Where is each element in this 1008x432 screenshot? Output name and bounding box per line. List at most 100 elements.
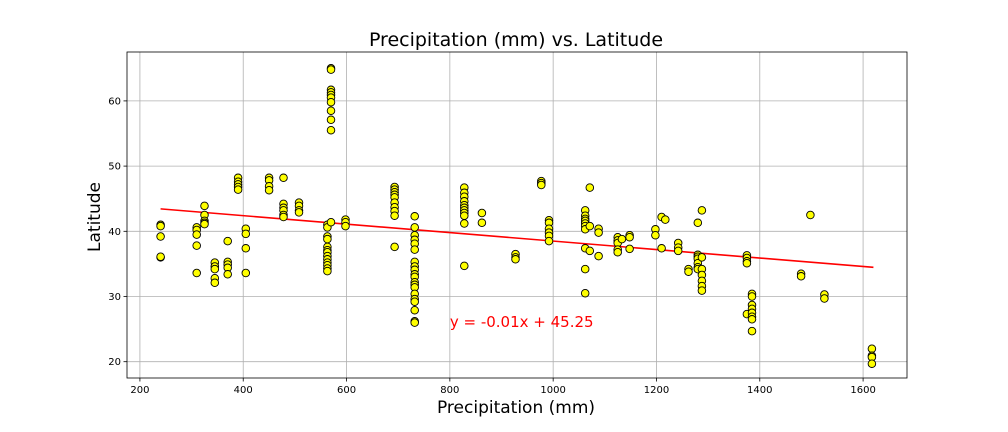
x-tick-label: 400 bbox=[234, 385, 253, 396]
data-point bbox=[390, 242, 399, 252]
data-point bbox=[697, 286, 707, 295]
x-tick-label: 1000 bbox=[540, 385, 565, 396]
data-point bbox=[747, 292, 757, 301]
data-point bbox=[156, 252, 165, 261]
data-point bbox=[594, 228, 603, 237]
data-point bbox=[326, 125, 336, 135]
data-point bbox=[326, 115, 336, 125]
data-point bbox=[684, 267, 693, 276]
data-point bbox=[279, 212, 288, 222]
data-point bbox=[192, 230, 201, 239]
x-tick-label: 200 bbox=[130, 385, 149, 396]
data-point bbox=[867, 359, 877, 368]
x-axis-label: Precipitation (mm) bbox=[437, 398, 595, 418]
data-point bbox=[200, 201, 209, 211]
data-point bbox=[410, 305, 419, 315]
data-point bbox=[617, 234, 627, 244]
x-tick-label: 600 bbox=[337, 385, 356, 396]
data-point bbox=[279, 173, 288, 183]
data-point bbox=[192, 241, 201, 250]
x-tick-label: 1400 bbox=[747, 385, 772, 396]
data-point bbox=[156, 221, 165, 231]
data-point bbox=[210, 278, 220, 288]
data-point bbox=[820, 294, 829, 303]
grid bbox=[127, 52, 907, 378]
data-point bbox=[192, 268, 201, 278]
data-point bbox=[460, 261, 469, 271]
data-point bbox=[326, 106, 336, 115]
data-point bbox=[241, 244, 251, 253]
data-point bbox=[477, 218, 487, 228]
data-point bbox=[806, 210, 815, 220]
data-point bbox=[673, 246, 683, 256]
y-axis-label: Latitude bbox=[85, 182, 105, 252]
data-point bbox=[537, 180, 546, 190]
data-point bbox=[326, 97, 336, 107]
data-point bbox=[544, 236, 554, 246]
y-axis-ticks: 20 30 40 50 60 bbox=[108, 96, 127, 368]
data-point bbox=[200, 219, 209, 229]
data-point bbox=[867, 344, 877, 353]
data-point bbox=[210, 264, 220, 274]
data-point bbox=[585, 221, 595, 231]
data-point bbox=[796, 272, 806, 281]
data-point bbox=[223, 236, 232, 246]
y-tick-label: 30 bbox=[108, 292, 121, 303]
data-point bbox=[390, 211, 399, 220]
data-point bbox=[580, 288, 590, 298]
data-point bbox=[511, 255, 520, 264]
data-point bbox=[410, 245, 419, 254]
data-points bbox=[156, 64, 877, 368]
data-point bbox=[341, 221, 350, 231]
data-point bbox=[326, 217, 336, 227]
data-point bbox=[697, 206, 707, 215]
data-point bbox=[241, 268, 251, 278]
data-point bbox=[294, 208, 304, 217]
x-tick-label: 800 bbox=[440, 385, 459, 396]
data-point bbox=[742, 258, 752, 268]
data-point bbox=[651, 230, 660, 240]
data-point bbox=[410, 318, 419, 327]
data-point bbox=[410, 297, 419, 306]
data-point bbox=[264, 185, 274, 195]
data-point bbox=[323, 234, 332, 244]
data-point bbox=[697, 253, 707, 262]
plot-frame bbox=[126, 51, 908, 379]
y-tick-label: 60 bbox=[108, 96, 121, 107]
regression-equation: y = -0.01x + 45.25 bbox=[450, 313, 594, 331]
regression-line bbox=[160, 208, 874, 269]
data-point bbox=[585, 246, 595, 256]
data-point bbox=[156, 232, 165, 241]
chart-title: Precipitation (mm) vs. Latitude bbox=[369, 29, 663, 51]
regression-line-group bbox=[160, 208, 874, 269]
x-tick-label: 1600 bbox=[850, 385, 875, 396]
data-point bbox=[326, 65, 336, 74]
data-point bbox=[410, 223, 419, 232]
data-point bbox=[477, 208, 487, 218]
data-point bbox=[625, 244, 634, 254]
x-axis-ticks: 200 400 600 800 1000 1200 1400 1600 bbox=[130, 378, 876, 396]
x-tick-label: 1200 bbox=[644, 385, 669, 396]
data-point bbox=[693, 218, 703, 228]
data-point bbox=[661, 215, 670, 224]
data-point bbox=[241, 229, 251, 239]
data-point bbox=[747, 326, 757, 336]
data-point bbox=[594, 251, 603, 261]
data-point bbox=[580, 264, 590, 274]
y-tick-label: 20 bbox=[108, 357, 121, 368]
y-tick-label: 50 bbox=[108, 162, 121, 173]
data-point bbox=[657, 244, 666, 253]
data-point bbox=[233, 185, 243, 194]
data-point bbox=[625, 232, 634, 242]
y-tick-label: 40 bbox=[108, 227, 121, 238]
data-point bbox=[460, 211, 469, 220]
data-point bbox=[223, 270, 232, 279]
data-point bbox=[747, 315, 757, 324]
data-point bbox=[613, 247, 622, 257]
data-point bbox=[585, 183, 595, 192]
data-point bbox=[460, 219, 469, 228]
data-point bbox=[323, 266, 332, 276]
data-point bbox=[410, 212, 419, 221]
